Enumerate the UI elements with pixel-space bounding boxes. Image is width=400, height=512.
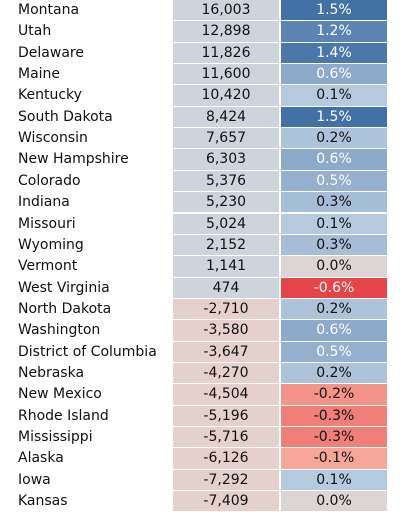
table-row: West Virginia 474 -0.6% <box>0 277 400 299</box>
table-row: Missouri 5,024 0.1% <box>0 213 400 235</box>
value-cell: 12,898 <box>173 21 279 42</box>
percent-cell: -0.3% <box>281 405 387 426</box>
value-cell: -5,716 <box>173 427 279 448</box>
percent-cell: 0.3% <box>281 192 387 213</box>
value-cell: -4,504 <box>173 384 279 405</box>
table-row: Alaska -6,126 -0.1% <box>0 448 400 469</box>
value-cell: 10,420 <box>173 85 279 106</box>
state-label: Washington <box>18 322 101 339</box>
table-row: New Hampshire 6,303 0.6% <box>0 149 400 170</box>
state-label: Nebraska <box>18 364 85 381</box>
state-label: Rhode Island <box>18 407 109 424</box>
percent-cell: -0.2% <box>281 384 387 405</box>
value-cell: 6,303 <box>173 149 279 170</box>
value-cell: 16,003 <box>173 0 279 21</box>
state-label: Maine <box>18 66 61 83</box>
table-row: Wyoming 2,152 0.3% <box>0 234 400 256</box>
table-row: Kentucky 10,420 0.1% <box>0 85 400 106</box>
value-cell: 5,024 <box>173 213 279 234</box>
percent-cell: 0.2% <box>281 362 387 384</box>
value-cell: 1,141 <box>173 256 279 277</box>
table-row: Iowa -7,292 0.1% <box>0 469 400 491</box>
state-label: Mississippi <box>18 429 93 445</box>
state-label: Indiana <box>18 194 70 211</box>
value-cell: 5,376 <box>173 170 279 192</box>
state-label: Alaska <box>18 450 64 467</box>
value-cell: 2,152 <box>173 234 279 256</box>
percent-cell: 0.1% <box>281 469 387 491</box>
value-cell: -7,409 <box>173 491 279 512</box>
table-row: Wisconsin 7,657 0.2% <box>0 128 400 149</box>
table-row: Rhode Island -5,196 -0.3% <box>0 405 400 427</box>
percent-cell: -0.6% <box>281 277 387 298</box>
table-row: Mississippi -5,716 -0.3% <box>0 427 400 448</box>
table-row: North Dakota -2,710 0.2% <box>0 298 400 320</box>
value-cell: -3,580 <box>173 320 279 341</box>
value-cell: -2,710 <box>173 298 279 320</box>
value-cell: 11,600 <box>173 64 279 85</box>
table-row: Nebraska -4,270 0.2% <box>0 362 400 384</box>
table-row: Indiana 5,230 0.3% <box>0 192 400 213</box>
state-label: New Mexico <box>18 386 102 403</box>
value-cell: -6,126 <box>173 448 279 469</box>
table-row: South Dakota 8,424 1.5% <box>0 106 400 128</box>
percent-cell: 0.3% <box>281 234 387 256</box>
value-cell: 11,826 <box>173 42 279 64</box>
state-label: Wisconsin <box>18 130 88 147</box>
value-cell: 5,230 <box>173 192 279 213</box>
table-row: Maine 11,600 0.6% <box>0 64 400 85</box>
value-cell: -3,647 <box>173 341 279 362</box>
table-row: New Mexico -4,504 -0.2% <box>0 384 400 405</box>
percent-cell: 0.6% <box>281 64 387 85</box>
table-row: Delaware 11,826 1.4% <box>0 42 400 64</box>
table-row: Washington -3,580 0.6% <box>0 320 400 341</box>
percent-cell: 0.1% <box>281 85 387 106</box>
percent-cell: 0.6% <box>281 320 387 341</box>
value-cell: -5,196 <box>173 405 279 426</box>
state-label: Missouri <box>18 215 76 232</box>
percent-cell: 0.0% <box>281 491 387 512</box>
state-label: District of Columbia <box>18 343 157 360</box>
table-row: Colorado 5,376 0.5% <box>0 170 400 192</box>
table-row: Kansas -7,409 0.0% <box>0 491 400 512</box>
percent-cell: 0.1% <box>281 213 387 234</box>
percent-cell: 0.5% <box>281 170 387 192</box>
state-label: Utah <box>18 23 52 40</box>
value-cell: -7,292 <box>173 469 279 491</box>
percent-cell: 0.5% <box>281 341 387 362</box>
percent-cell: -0.3% <box>281 427 387 448</box>
state-label: Iowa <box>18 471 51 488</box>
state-label: North Dakota <box>18 300 112 317</box>
state-label: Delaware <box>18 44 84 61</box>
state-label: South Dakota <box>18 108 113 125</box>
percent-cell: 0.6% <box>281 149 387 170</box>
table-row: Utah 12,898 1.2% <box>0 21 400 42</box>
state-label: Kentucky <box>18 87 82 104</box>
value-cell: 8,424 <box>173 106 279 128</box>
value-cell: 7,657 <box>173 128 279 149</box>
value-cell: -4,270 <box>173 362 279 384</box>
percent-cell: 1.5% <box>281 106 387 128</box>
table-row: Vermont 1,141 0.0% <box>0 256 400 277</box>
state-label: Wyoming <box>18 236 84 253</box>
percent-cell: 0.2% <box>281 298 387 320</box>
state-label: Colorado <box>18 172 81 189</box>
value-cell: 474 <box>173 277 279 298</box>
state-label: Kansas <box>18 493 68 510</box>
state-label: New Hampshire <box>18 151 129 168</box>
state-label: Vermont <box>18 258 78 275</box>
percent-cell: 0.0% <box>281 256 387 277</box>
percent-cell: 1.2% <box>281 21 387 42</box>
percent-cell: 1.5% <box>281 0 387 21</box>
table-row: District of Columbia -3,647 0.5% <box>0 341 400 363</box>
state-label: West Virginia <box>18 279 110 296</box>
percent-cell: 1.4% <box>281 42 387 64</box>
percent-cell: 0.2% <box>281 128 387 149</box>
percent-cell: -0.1% <box>281 448 387 469</box>
table-row: Montana 16,003 1.5% <box>0 0 400 21</box>
state-label: Montana <box>18 2 80 18</box>
